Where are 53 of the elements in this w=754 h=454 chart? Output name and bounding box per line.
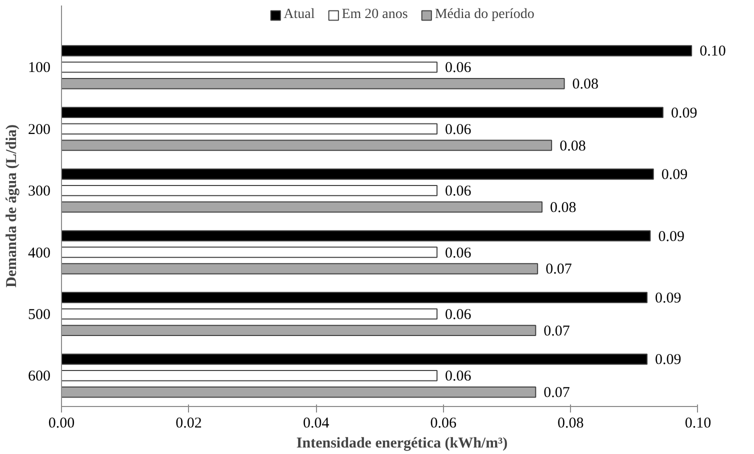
bar bbox=[62, 140, 552, 151]
data-label: 0.06 bbox=[445, 60, 472, 76]
data-label: 0.09 bbox=[670, 105, 698, 122]
bar bbox=[62, 123, 438, 134]
y-tick-label: 400 bbox=[28, 245, 50, 262]
x-axis-title: Intensidade energética (kWh/m³) bbox=[296, 436, 508, 452]
legend-label: Atual bbox=[284, 7, 315, 23]
bar bbox=[62, 263, 538, 274]
y-tick-label: 500 bbox=[28, 306, 50, 323]
y-axis-title: Demanda de água (L/dia) bbox=[4, 124, 20, 288]
data-label: 0.10 bbox=[700, 44, 726, 60]
data-label: 0.09 bbox=[658, 228, 684, 245]
data-label: 0.06 bbox=[445, 368, 472, 385]
bar bbox=[62, 324, 536, 336]
bar bbox=[62, 201, 543, 213]
bar bbox=[62, 386, 536, 398]
data-label: 0.06 bbox=[445, 245, 472, 262]
bar bbox=[62, 45, 692, 56]
data-label: 0.06 bbox=[445, 184, 472, 200]
data-label: 0.08 bbox=[550, 200, 576, 216]
bar bbox=[62, 308, 438, 320]
data-label: 0.06 bbox=[445, 306, 472, 323]
bar bbox=[62, 106, 664, 118]
bar bbox=[62, 292, 648, 304]
x-tick-label: 0.00 bbox=[48, 416, 75, 432]
data-label: 0.09 bbox=[655, 290, 682, 307]
y-tick-label: 600 bbox=[28, 368, 50, 385]
bar bbox=[62, 246, 438, 258]
x-tick-label: 0.08 bbox=[558, 416, 584, 432]
bar bbox=[62, 62, 438, 73]
bar bbox=[62, 370, 438, 382]
bar bbox=[62, 184, 438, 196]
data-label: 0.06 bbox=[445, 122, 472, 138]
x-tick-label: 0.10 bbox=[684, 416, 712, 432]
bar bbox=[62, 168, 654, 180]
x-tick-label: 0.04 bbox=[302, 416, 330, 432]
x-tick-label: 0.02 bbox=[176, 416, 202, 432]
bar bbox=[62, 78, 565, 90]
y-tick-label: 300 bbox=[28, 184, 50, 200]
bar bbox=[62, 230, 651, 242]
legend-label: Em 20 anos bbox=[342, 7, 408, 23]
data-label: 0.07 bbox=[544, 323, 570, 340]
data-label: 0.09 bbox=[655, 352, 682, 368]
legend-label: Média do período bbox=[434, 7, 534, 23]
bar bbox=[62, 354, 648, 365]
y-tick-label: 100 bbox=[28, 60, 50, 76]
data-label: 0.07 bbox=[544, 385, 570, 402]
data-label: 0.07 bbox=[546, 262, 572, 278]
data-label: 0.08 bbox=[572, 76, 599, 93]
data-label: 0.09 bbox=[661, 167, 688, 184]
x-tick-label: 0.06 bbox=[430, 416, 457, 432]
data-label: 0.08 bbox=[560, 138, 586, 154]
y-tick-label: 200 bbox=[28, 122, 50, 138]
